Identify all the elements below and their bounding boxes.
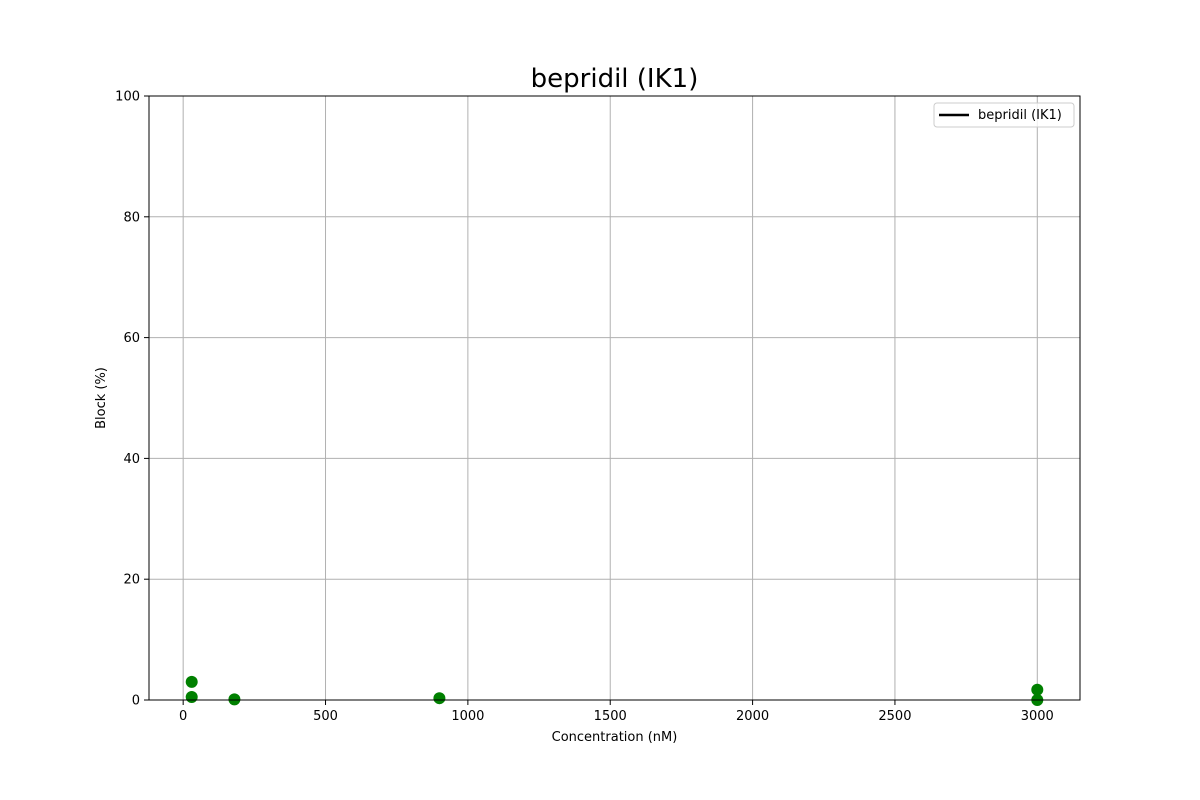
x-tick-label: 2000 <box>736 709 769 724</box>
data-point <box>433 692 446 705</box>
data-point <box>185 675 198 688</box>
grid <box>149 95 1080 701</box>
x-tick-label: 500 <box>313 709 338 724</box>
y-tick-label: 60 <box>123 331 140 346</box>
y-axis-label: Block (%) <box>94 367 109 429</box>
data-point <box>1031 683 1044 696</box>
y-tick-label: 40 <box>123 452 140 467</box>
x-tick-label: 0 <box>179 709 187 724</box>
data-point <box>228 693 241 706</box>
x-tick-label: 1500 <box>594 709 627 724</box>
x-tick-label: 2500 <box>878 709 911 724</box>
x-axis-label: Concentration (nM) <box>552 730 678 745</box>
y-tick-label: 20 <box>123 573 140 588</box>
legend: bepridil (IK1) <box>933 102 1075 128</box>
legend-entry-label: bepridil (IK1) <box>978 108 1062 123</box>
y-tick-label: 0 <box>132 694 140 709</box>
data-point <box>185 690 198 703</box>
y-tick-label: 100 <box>115 90 140 105</box>
y-tick-label: 80 <box>123 210 140 225</box>
x-tick-label: 1000 <box>451 709 484 724</box>
chart-title: bepridil (IK1) <box>531 64 699 94</box>
x-tick-label: 3000 <box>1021 709 1054 724</box>
legend-box <box>933 102 1075 128</box>
axis-ticks: 0 500 1000 1500 2000 2500 3000 0 20 40 60 80 100 <box>115 90 1054 725</box>
data-points <box>185 675 1044 706</box>
plot-area-frame <box>148 95 1081 701</box>
